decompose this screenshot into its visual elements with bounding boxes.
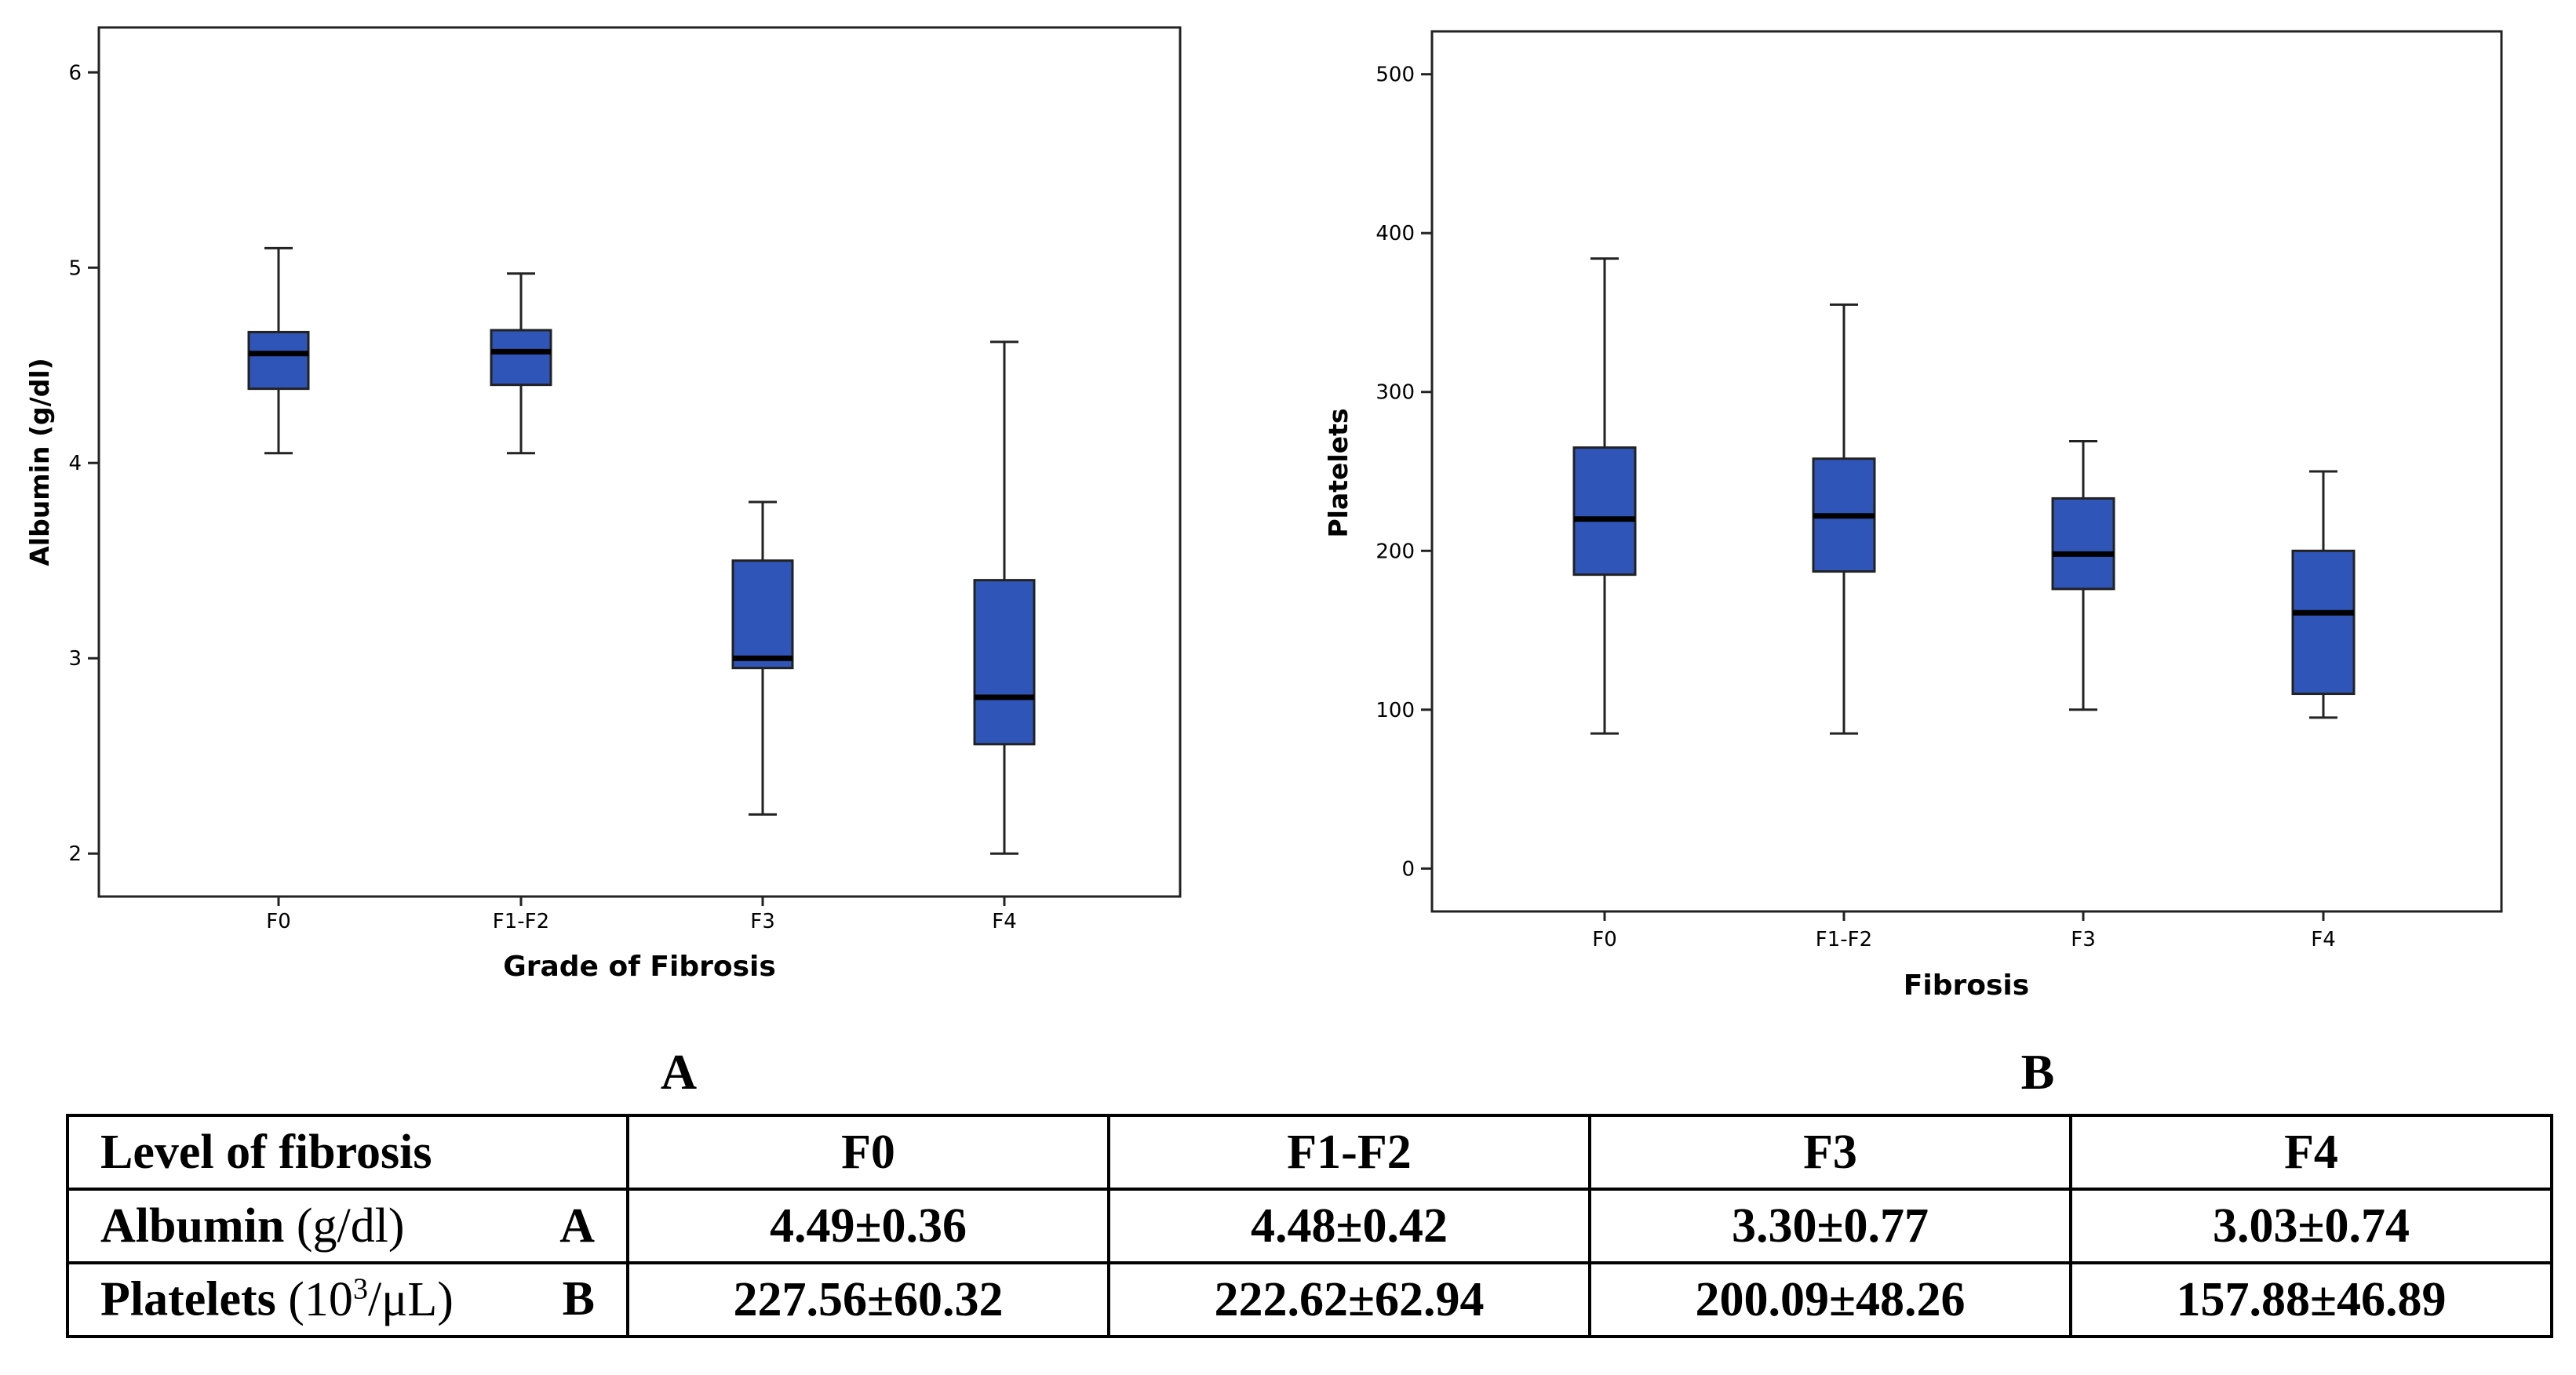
box-F4	[973, 340, 1036, 855]
x-tick-label: F4	[992, 910, 1017, 933]
x-tick-label: F4	[2311, 928, 2336, 951]
panel-label-a: A	[660, 1044, 698, 1100]
platelets-panel-tag: B	[562, 1272, 595, 1326]
y-tick-label: 5	[68, 256, 82, 280]
x-tick-label: F0	[1592, 928, 1617, 951]
table-cell: 4.48±0.42	[1107, 1188, 1591, 1264]
table-cell: 3.30±0.77	[1588, 1188, 2072, 1264]
table-cell: 4.49±0.36	[626, 1188, 1110, 1264]
iqr-box	[1572, 446, 1637, 577]
iqr-box	[2051, 497, 2115, 591]
y-tick-label: 400	[1375, 222, 1415, 246]
summary-table: Level of fibrosis F0 F1-F2 F3 F4 Albumin…	[66, 1114, 2553, 1338]
platelets-unit: (103/μL)	[288, 1272, 454, 1326]
iqr-box	[2291, 549, 2356, 696]
x-axis-label: Fibrosis	[1904, 969, 2029, 1002]
box-F3	[2051, 440, 2115, 711]
box-F4	[2291, 470, 2356, 719]
table-row-platelets: Platelets (103/μL) B 227.56±60.32 222.62…	[66, 1261, 2553, 1338]
panel-label-b: B	[2020, 1044, 2055, 1100]
y-axis-label: Albumin (g/dl)	[24, 358, 55, 566]
albumin-boxplot-chart: 2 3 4 5 6 F0 F1-F2 F3 F4 Albumin (g/dl) Grade o…	[24, 26, 1182, 983]
table-row-albumin: Albumin (g/dl) A 4.49±0.36 4.48±0.42 3.3…	[66, 1188, 2553, 1264]
albumin-name: Albumin	[100, 1199, 285, 1253]
iqr-box	[973, 579, 1036, 746]
albumin-panel-tag: A	[559, 1199, 595, 1253]
y-tick-label: 500	[1375, 64, 1415, 87]
table-cell: 157.88±46.89	[2069, 1261, 2553, 1338]
x-tick-label: F0	[266, 910, 291, 933]
y-tick-label: 4	[68, 452, 82, 475]
platelets-unit-pre: (10	[288, 1272, 353, 1326]
x-axis-label: Grade of Fibrosis	[503, 951, 776, 983]
y-tick-label: 6	[68, 61, 82, 85]
box-F0	[1572, 257, 1637, 735]
x-tick-label: F1-F2	[493, 910, 549, 933]
iqr-box	[247, 330, 310, 391]
y-tick-label: 3	[68, 647, 82, 671]
y-tick-label: 2	[68, 842, 82, 866]
table-header-cell: F0	[626, 1114, 1110, 1191]
y-tick-label: 100	[1375, 699, 1415, 722]
platelets-unit-sup: 3	[352, 1272, 368, 1306]
platelets-row-head: Platelets (103/μL) B	[66, 1261, 629, 1338]
table-header-cell: F4	[2069, 1114, 2553, 1191]
y-tick-label: 0	[1401, 857, 1415, 881]
table-header-cell: F1-F2	[1107, 1114, 1591, 1191]
box-F1-F2	[490, 272, 552, 455]
table-cell: 227.56±60.32	[626, 1261, 1110, 1338]
box-F0	[247, 246, 310, 455]
iqr-box	[490, 329, 552, 387]
table-cell: 222.62±62.94	[1107, 1261, 1591, 1338]
y-axis-label: Platelets	[1323, 408, 1354, 537]
platelets-boxplot-chart: 0 100 200 300 400 500 F0 F1-F2 F3 F4 Platelets F…	[1323, 30, 2503, 1002]
table-header-cell: F3	[1588, 1114, 2072, 1191]
box-F3	[731, 500, 794, 816]
albumin-row-head: Albumin (g/dl) A	[66, 1188, 629, 1264]
albumin-unit: (g/dl)	[296, 1199, 405, 1253]
table-cell: 3.03±0.74	[2069, 1188, 2553, 1264]
x-tick-label: F1-F2	[1816, 928, 1872, 951]
iqr-box	[731, 559, 794, 670]
x-tick-label: F3	[2071, 928, 2096, 951]
y-tick-label: 200	[1375, 540, 1415, 563]
plot-frame	[97, 26, 1182, 898]
y-tick-label: 300	[1375, 381, 1415, 405]
platelets-name: Platelets	[100, 1272, 276, 1326]
box-F1-F2	[1812, 303, 1876, 735]
table-header-label: Level of fibrosis	[66, 1114, 629, 1191]
x-tick-label: F3	[750, 910, 775, 933]
table-cell: 200.09±48.26	[1588, 1261, 2072, 1338]
platelets-unit-post: /μL)	[367, 1272, 454, 1326]
table-header-row: Level of fibrosis F0 F1-F2 F3 F4	[66, 1114, 2553, 1191]
